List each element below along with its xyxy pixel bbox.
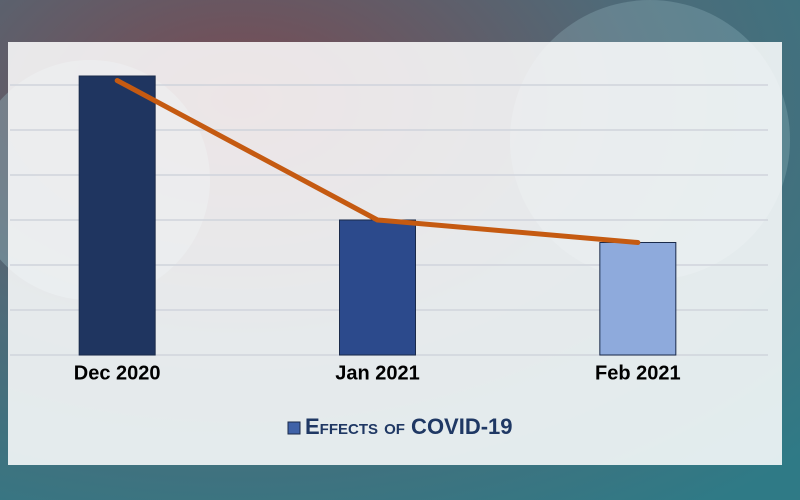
bar bbox=[339, 219, 416, 356]
legend-swatch bbox=[287, 421, 301, 435]
line bbox=[114, 78, 641, 245]
x-tick-label: Jan 2021 bbox=[335, 362, 420, 384]
bar bbox=[78, 75, 156, 356]
x-tick-label: Feb 2021 bbox=[595, 362, 681, 384]
legend-label: Effects of COVID-19 bbox=[305, 414, 513, 439]
bar bbox=[599, 242, 677, 356]
x-tick-label: Dec 2020 bbox=[74, 362, 161, 384]
